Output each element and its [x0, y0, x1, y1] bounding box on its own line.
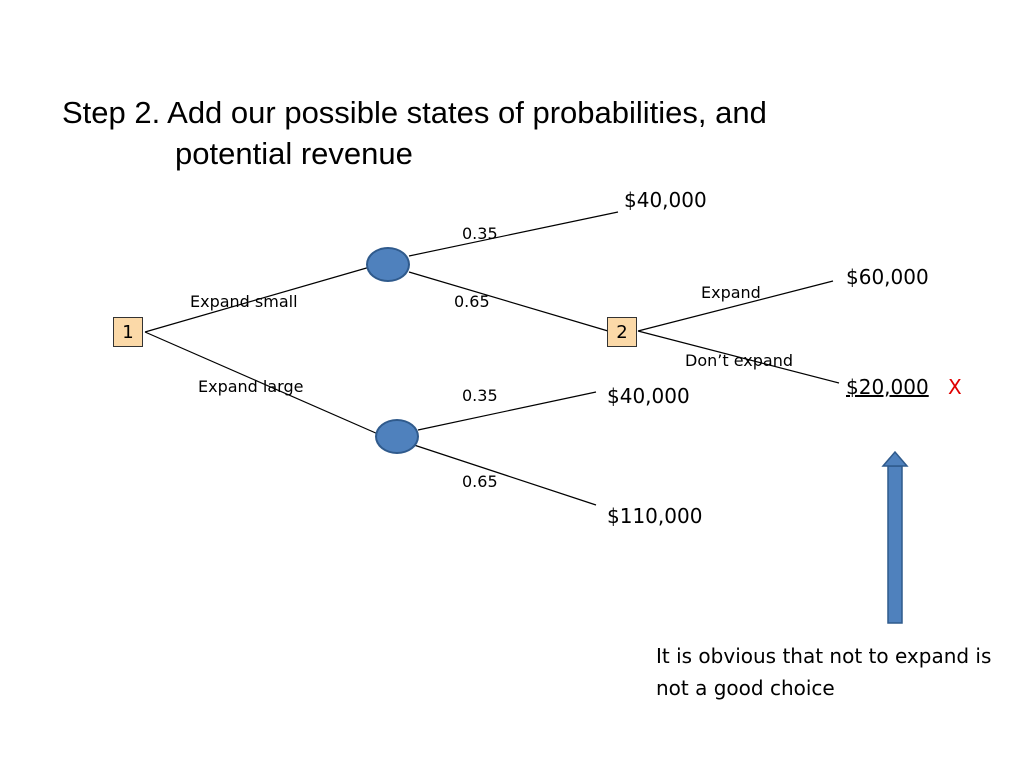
reject-mark: X	[948, 375, 962, 399]
branch-small-065	[408, 271, 609, 332]
branch-large-035	[417, 391, 597, 431]
title-line-2: potential revenue	[175, 136, 413, 171]
branch-expand-large	[144, 331, 379, 435]
branch-large-065	[413, 444, 597, 506]
outcome-expand: $60,000	[846, 265, 929, 289]
branch-expand-small	[144, 266, 371, 333]
outcome-large-top: $40,000	[607, 384, 690, 408]
prob-large-top: 0.35	[462, 386, 498, 405]
branch-small-035	[408, 211, 619, 257]
label-expand-large: Expand large	[198, 377, 304, 396]
title-line-1: Step 2. Add our possible states of proba…	[62, 95, 767, 130]
label-expand-small: Expand small	[190, 292, 298, 311]
annotation-note: It is obvious that not to expand is not …	[656, 644, 992, 700]
label-dont-expand: Don’t expand	[685, 351, 793, 370]
branch-dont-expand	[637, 330, 840, 384]
label-expand: Expand	[701, 283, 761, 302]
prob-small-top: 0.35	[462, 224, 498, 243]
decision-node-2: 2	[607, 317, 637, 347]
prob-small-bottom: 0.65	[454, 292, 490, 311]
branch-expand	[637, 280, 834, 332]
up-arrow-icon	[881, 450, 909, 624]
outcome-small-top: $40,000	[624, 188, 707, 212]
chance-node-large	[375, 419, 419, 454]
outcome-large-bottom: $110,000	[607, 504, 703, 528]
decision-node-1: 1	[113, 317, 143, 347]
slide-title: Step 2. Add our possible states of proba…	[62, 92, 922, 174]
chance-node-small	[366, 247, 410, 282]
outcome-dont-expand: $20,000	[846, 375, 929, 399]
prob-large-bottom: 0.65	[462, 472, 498, 491]
